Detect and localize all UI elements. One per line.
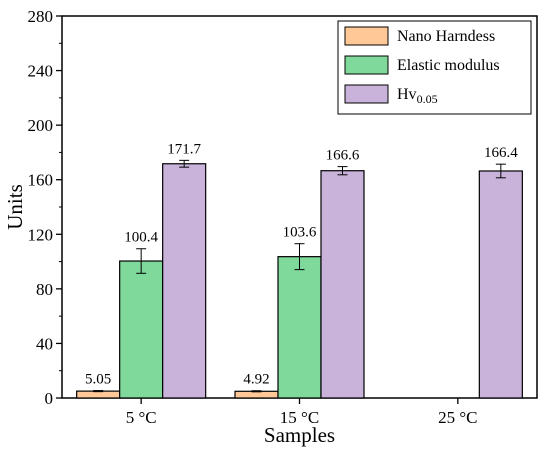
legend-swatch (344, 55, 389, 75)
y-tick-label: 280 (28, 7, 54, 26)
data-label: 166.6 (326, 148, 360, 164)
bar (478, 170, 523, 399)
data-label: 171.7 (167, 141, 201, 157)
data-label: 4.92 (243, 372, 269, 388)
y-tick-label: 40 (36, 334, 53, 353)
x-tick-label: 15 °C (280, 408, 319, 427)
bars (76, 159, 523, 399)
data-label: 166.4 (484, 145, 518, 161)
legend-label: Nano Harndess (397, 28, 495, 45)
data-label: 100.4 (124, 230, 158, 246)
y-tick-label: 160 (28, 171, 54, 190)
y-axis: 0 40 80 120 160 200 240 280 (28, 7, 62, 408)
y-tick-label: 240 (28, 62, 54, 81)
bar (119, 260, 164, 399)
x-tick-label: 5 °C (126, 408, 157, 427)
legend-label: Elastic modulus (397, 57, 500, 74)
bar (277, 256, 322, 399)
data-label: 5.05 (85, 372, 111, 388)
legend: Nano Harndess Elastic modulus Hv0.05 (337, 20, 532, 115)
data-label: 103.6 (283, 225, 317, 241)
x-tick-label: 25 °C (438, 408, 477, 427)
y-tick-label: 200 (28, 116, 54, 135)
legend-label: Hv0.05 (397, 86, 438, 106)
bar (320, 170, 365, 399)
y-tick-label: 0 (45, 389, 54, 408)
x-axis: 5 °C 15 °C 25 °C (126, 398, 478, 427)
y-tick-label: 120 (28, 225, 54, 244)
x-axis-title: Samples (264, 423, 335, 447)
y-axis-title: Units (3, 184, 27, 230)
legend-swatch (344, 26, 389, 46)
y-tick-label: 80 (36, 280, 53, 299)
data-labels: 5.05 4.92 100.4 103.6 171.7 166.6 166.4 (85, 141, 518, 387)
legend-swatch (344, 84, 389, 104)
bar (162, 163, 207, 399)
